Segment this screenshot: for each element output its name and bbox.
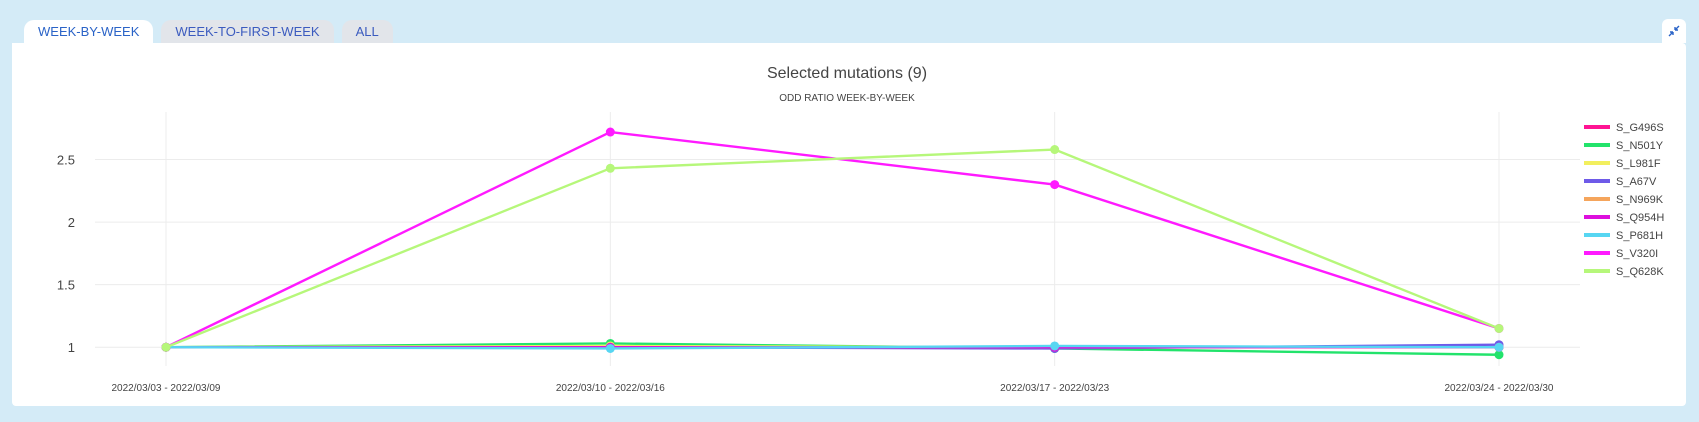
- data-point[interactable]: [1050, 341, 1060, 351]
- x-tick-label: 2022/03/17 - 2022/03/23: [1000, 383, 1109, 394]
- series-layer: [161, 127, 1504, 360]
- series-S_N501Y: [161, 338, 1504, 360]
- legend: S_G496S S_N501Y S_L981F S_A67V S_N969K S_Q954…: [1584, 122, 1664, 278]
- y-tick-label: 2.5: [57, 153, 75, 168]
- data-point[interactable]: [1050, 180, 1060, 190]
- tab-week-by-week[interactable]: WEEK-BY-WEEK: [24, 20, 154, 43]
- series-line: [165, 148, 1500, 349]
- y-tick-label: 1.5: [57, 278, 75, 293]
- y-tick-label: 2: [68, 215, 75, 230]
- data-point[interactable]: [1050, 145, 1060, 155]
- data-point[interactable]: [605, 127, 615, 137]
- legend-label: S_N969K: [1616, 194, 1664, 206]
- legend-label: S_G496S: [1616, 122, 1664, 134]
- legend-label: S_A67V: [1616, 176, 1657, 188]
- series-line: [165, 130, 1500, 349]
- collapse-button[interactable]: [1662, 19, 1686, 43]
- tab-week-to-first-week[interactable]: WEEK-TO-FIRST-WEEK: [161, 20, 334, 43]
- legend-item[interactable]: S_Q628K: [1584, 266, 1664, 278]
- y-axis-ticks: 1 1.5 2 2.5: [57, 153, 75, 356]
- legend-item[interactable]: S_V320I: [1584, 248, 1658, 260]
- legend-label: S_P681H: [1616, 230, 1663, 242]
- grid-layer: [95, 112, 1580, 366]
- series-line: [165, 342, 1500, 356]
- x-tick-label: 2022/03/24 - 2022/03/30: [1445, 383, 1554, 394]
- legend-item[interactable]: S_G496S: [1584, 122, 1664, 134]
- chart-subtitle: ODD RATIO WEEK-BY-WEEK: [779, 93, 915, 104]
- tab-all[interactable]: ALL: [341, 20, 393, 43]
- legend-label: S_N501Y: [1616, 140, 1664, 152]
- legend-label: S_Q954H: [1616, 212, 1664, 224]
- legend-item[interactable]: S_A67V: [1584, 176, 1657, 188]
- y-tick-label: 1: [68, 340, 75, 355]
- data-point[interactable]: [605, 163, 615, 173]
- data-point[interactable]: [1494, 350, 1504, 360]
- data-point[interactable]: [605, 343, 615, 353]
- legend-item[interactable]: S_N969K: [1584, 194, 1664, 206]
- series-line: [165, 344, 1500, 350]
- x-tick-label: 2022/03/10 - 2022/03/16: [556, 383, 665, 394]
- legend-label: S_Q628K: [1616, 266, 1664, 278]
- legend-label: S_V320I: [1616, 248, 1658, 260]
- legend-item[interactable]: S_P681H: [1584, 230, 1663, 242]
- legend-item[interactable]: S_Q954H: [1584, 212, 1664, 224]
- legend-item[interactable]: S_N501Y: [1584, 140, 1664, 152]
- legend-item[interactable]: S_L981F: [1584, 158, 1661, 170]
- view-tabs: WEEK-BY-WEEK WEEK-TO-FIRST-WEEK ALL: [24, 20, 393, 43]
- legend-label: S_L981F: [1616, 158, 1661, 170]
- series-S_Q628K: [161, 145, 1504, 352]
- data-point[interactable]: [1494, 323, 1504, 333]
- x-tick-label: 2022/03/03 - 2022/03/09: [112, 383, 221, 394]
- series-S_V320I: [161, 127, 1504, 352]
- collapse-arrows-icon: [1668, 25, 1680, 37]
- x-axis-ticks: 2022/03/03 - 2022/03/09 2022/03/10 - 2022…: [112, 383, 1554, 394]
- chart-title: Selected mutations (9): [767, 65, 927, 82]
- data-point[interactable]: [1494, 342, 1504, 352]
- data-point[interactable]: [161, 342, 171, 352]
